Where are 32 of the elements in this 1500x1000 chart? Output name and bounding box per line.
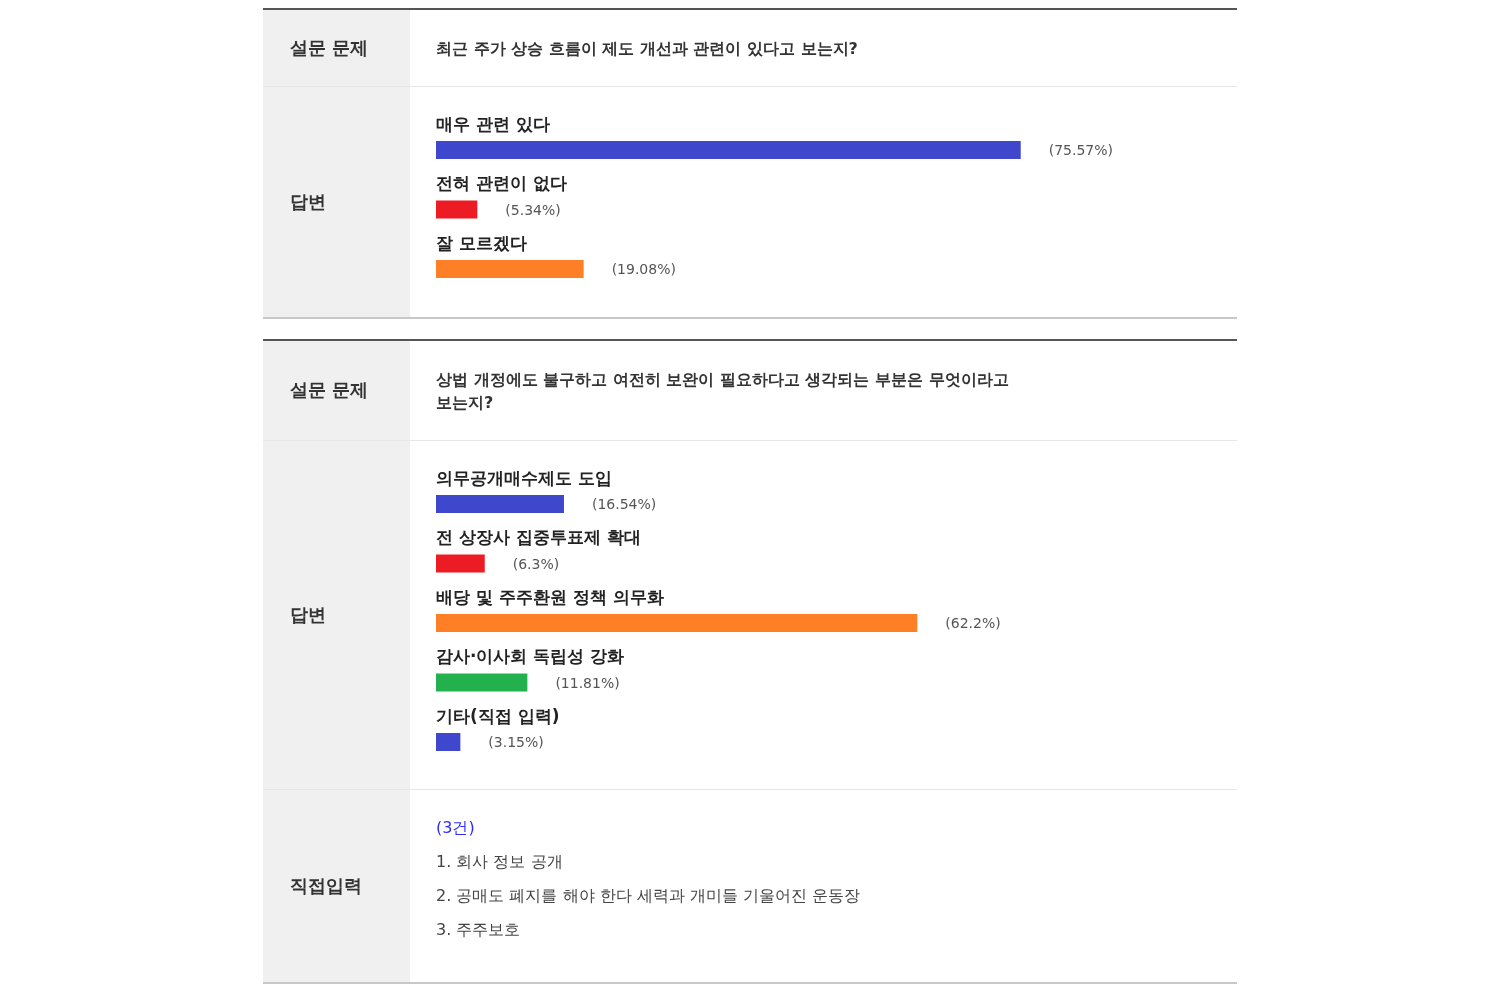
text: 1. 회사 정보 공개 [436,851,563,873]
data-label: (6.3%) [512,555,560,571]
text: 2. 공매도 폐지를 해야 한다 세력과 개미들 기울어진 운동장 [436,885,860,907]
category-label: 기타(직접 입력) [436,705,560,726]
data-label: (62.2%) [945,614,1001,631]
category-label: 매우 관련 있다 [436,113,550,134]
data-label: (3.15%) [488,733,544,750]
bar [436,613,918,632]
bar [436,494,564,513]
data-label: (5.34%) [505,201,561,218]
category-label: 전 상장사 집중투표제 확대 [436,526,641,547]
chart-title: 최근 주가 상승 흐름이 제도 개선과 관련이 있다고 보는지? [436,38,859,60]
data-label: (11.81%) [555,674,620,690]
category-label: 감사·이사회 독립성 강화 [436,645,625,666]
text: 설문 문제 [290,36,369,60]
chart-title: 상법 개정에도 불구하고 여전히 보완이 필요하다고 생각되는 부분은 무엇이라고 보는지? [436,368,1010,414]
category-label: 배당 및 주주환원 정책 의무화 [436,586,664,607]
bar [436,554,485,572]
data-label: (19.08%) [611,261,676,277]
text: (3건) [436,817,475,839]
y-axis-title: 답변 [263,440,410,789]
bar [436,732,461,751]
data-label: (75.57%) [1048,142,1114,158]
category-label: 의무공개매수제도 도입 [436,467,612,488]
text: 직접입력 [263,790,410,982]
text: 설문 문제 [290,378,369,402]
y-axis-title: 답변 [263,87,410,317]
bar [436,673,528,691]
category-label: 전혀 관련이 없다 [436,173,567,194]
category-label: 잘 모르겠다 [436,232,527,253]
data-label: (16.54%) [591,495,657,512]
text: 3. 주주보호 [436,919,521,941]
